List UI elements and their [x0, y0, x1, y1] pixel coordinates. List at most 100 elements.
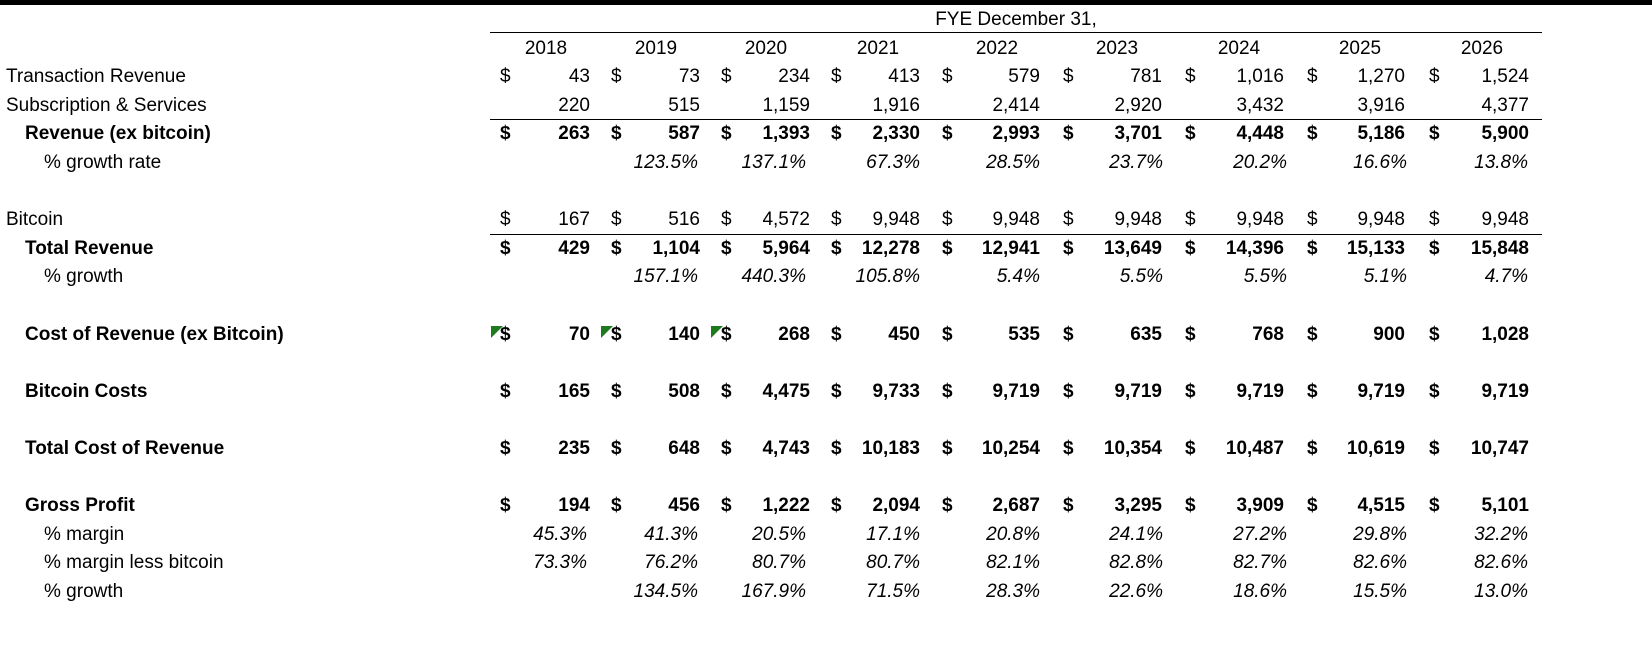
value-cell[interactable]: 76.2% — [644, 552, 698, 574]
value-cell[interactable]: 4,377 — [1481, 94, 1529, 116]
row-gross-profit-growth[interactable]: % growth 134.5% 167.9% 71.5% 28.3% 22.6% 18.6… — [0, 577, 1652, 606]
value-cell[interactable]: 73 — [678, 66, 700, 88]
value-cell[interactable]: 579 — [1008, 66, 1040, 88]
value-cell[interactable]: 18.6% — [1233, 580, 1287, 602]
value-cell[interactable]: 5,964 — [762, 237, 810, 259]
value-cell[interactable]: 2,414 — [992, 94, 1040, 116]
value-cell[interactable]: 768 — [1252, 323, 1284, 345]
value-cell[interactable]: 2,330 — [872, 123, 920, 145]
value-cell[interactable]: 450 — [888, 323, 920, 345]
value-cell[interactable]: 23.7% — [1109, 151, 1163, 173]
value-cell[interactable]: 515 — [668, 94, 700, 116]
row-bitcoin[interactable]: Bitcoin $167 $516 $4,572 $9,948 $9,948 $9,948… — [0, 205, 1652, 234]
value-cell[interactable]: 165 — [558, 380, 590, 402]
value-cell[interactable]: 17.1% — [866, 523, 920, 545]
value-cell[interactable]: 9,948 — [1357, 209, 1405, 231]
value-cell[interactable]: 167 — [558, 209, 590, 231]
value-cell[interactable]: 1,016 — [1236, 66, 1284, 88]
value-cell[interactable]: 12,278 — [861, 237, 920, 259]
value-cell[interactable]: 194 — [558, 495, 590, 517]
value-cell[interactable]: 134.5% — [633, 580, 698, 602]
comment-indicator-icon[interactable] — [491, 325, 503, 338]
value-cell[interactable]: 10,254 — [981, 437, 1040, 459]
value-cell[interactable]: 45.3% — [533, 523, 587, 545]
row-total-growth[interactable]: % growth 157.1% 440.3% 105.8% 5.4% 5.5% 5.5% 5… — [0, 262, 1652, 291]
value-cell[interactable]: 3,909 — [1236, 495, 1284, 517]
value-cell[interactable]: 235 — [558, 437, 590, 459]
value-cell[interactable]: 73.3% — [533, 552, 587, 574]
value-cell[interactable]: 20.2% — [1233, 151, 1287, 173]
row-margin-less-bitcoin[interactable]: % margin less bitcoin 73.3% 76.2% 80.7% 80.… — [0, 548, 1652, 577]
value-cell[interactable]: 1,028 — [1481, 323, 1529, 345]
value-cell[interactable]: 4,743 — [762, 437, 810, 459]
value-cell[interactable]: 3,295 — [1114, 495, 1162, 517]
value-cell[interactable]: 28.3% — [986, 580, 1040, 602]
value-cell[interactable]: 14,396 — [1225, 237, 1284, 259]
value-cell[interactable]: 82.8% — [1109, 552, 1163, 574]
value-cell[interactable]: 2,687 — [992, 495, 1040, 517]
value-cell[interactable]: 9,948 — [872, 209, 920, 231]
row-total-cost-of-revenue[interactable]: Total Cost of Revenue $235 $648 $4,743 $10,… — [0, 434, 1652, 463]
row-margin[interactable]: % margin 45.3% 41.3% 20.5% 17.1% 20.8% 24.1% 2… — [0, 520, 1652, 549]
value-cell[interactable]: 20.8% — [986, 523, 1040, 545]
value-cell[interactable]: 32.2% — [1474, 523, 1528, 545]
value-cell[interactable]: 2,920 — [1114, 94, 1162, 116]
value-cell[interactable]: 456 — [668, 495, 700, 517]
value-cell[interactable]: 635 — [1130, 323, 1162, 345]
value-cell[interactable]: 13.0% — [1474, 580, 1528, 602]
value-cell[interactable]: 123.5% — [633, 151, 698, 173]
value-cell[interactable]: 140 — [668, 323, 700, 345]
value-cell[interactable]: 9,719 — [992, 380, 1040, 402]
value-cell[interactable]: 9,719 — [1481, 380, 1529, 402]
comment-indicator-icon[interactable] — [601, 325, 613, 338]
value-cell[interactable]: 9,719 — [1357, 380, 1405, 402]
value-cell[interactable]: 71.5% — [866, 580, 920, 602]
value-cell[interactable]: 5.5% — [1119, 266, 1163, 288]
value-cell[interactable]: 263 — [558, 123, 590, 145]
value-cell[interactable]: 10,619 — [1346, 437, 1405, 459]
value-cell[interactable]: 413 — [888, 66, 920, 88]
value-cell[interactable]: 900 — [1373, 323, 1405, 345]
value-cell[interactable]: 80.7% — [752, 552, 806, 574]
value-cell[interactable]: 80.7% — [866, 552, 920, 574]
row-transaction-revenue[interactable]: Transaction Revenue $43 $73 $234 $413 $579 $7… — [0, 62, 1652, 91]
value-cell[interactable]: 10,747 — [1470, 437, 1529, 459]
value-cell[interactable]: 9,948 — [1481, 209, 1529, 231]
value-cell[interactable]: 1,916 — [872, 94, 920, 116]
value-cell[interactable]: 10,354 — [1103, 437, 1162, 459]
value-cell[interactable]: 157.1% — [633, 266, 698, 288]
value-cell[interactable]: 9,948 — [1114, 209, 1162, 231]
value-cell[interactable]: 9,733 — [872, 380, 920, 402]
value-cell[interactable]: 535 — [1008, 323, 1040, 345]
value-cell[interactable]: 4,475 — [762, 380, 810, 402]
row-growth-rate[interactable]: % growth rate 123.5% 137.1% 67.3% 28.5% 23.7… — [0, 148, 1652, 177]
value-cell[interactable]: 15.5% — [1353, 580, 1407, 602]
value-cell[interactable]: 429 — [558, 237, 590, 259]
row-gross-profit[interactable]: Gross Profit $194 $456 $1,222 $2,094 $2,687 $… — [0, 491, 1652, 520]
value-cell[interactable]: 70 — [568, 323, 590, 345]
value-cell[interactable]: 1,524 — [1481, 66, 1529, 88]
value-cell[interactable]: 3,432 — [1236, 94, 1284, 116]
value-cell[interactable]: 5,900 — [1481, 123, 1529, 145]
value-cell[interactable]: 2,993 — [992, 123, 1040, 145]
value-cell[interactable]: 3,701 — [1114, 123, 1162, 145]
value-cell[interactable]: 9,719 — [1236, 380, 1284, 402]
value-cell[interactable]: 13.8% — [1474, 151, 1528, 173]
row-subscription-services[interactable]: Subscription & Services 220 515 1,159 1,916… — [0, 91, 1652, 120]
comment-indicator-icon[interactable] — [711, 325, 723, 338]
value-cell[interactable]: 10,183 — [861, 437, 920, 459]
value-cell[interactable]: 105.8% — [855, 266, 920, 288]
value-cell[interactable]: 4,448 — [1236, 123, 1284, 145]
value-cell[interactable]: 3,916 — [1357, 94, 1405, 116]
value-cell[interactable]: 82.1% — [986, 552, 1040, 574]
value-cell[interactable]: 648 — [668, 437, 700, 459]
value-cell[interactable]: 1,393 — [762, 123, 810, 145]
value-cell[interactable]: 43 — [568, 66, 590, 88]
value-cell[interactable]: 82.6% — [1353, 552, 1407, 574]
value-cell[interactable]: 268 — [778, 323, 810, 345]
row-bitcoin-costs[interactable]: Bitcoin Costs $165 $508 $4,475 $9,733 $9,719… — [0, 377, 1652, 406]
value-cell[interactable]: 508 — [668, 380, 700, 402]
value-cell[interactable]: 587 — [668, 123, 700, 145]
value-cell[interactable]: 5.4% — [996, 266, 1040, 288]
value-cell[interactable]: 27.2% — [1233, 523, 1287, 545]
